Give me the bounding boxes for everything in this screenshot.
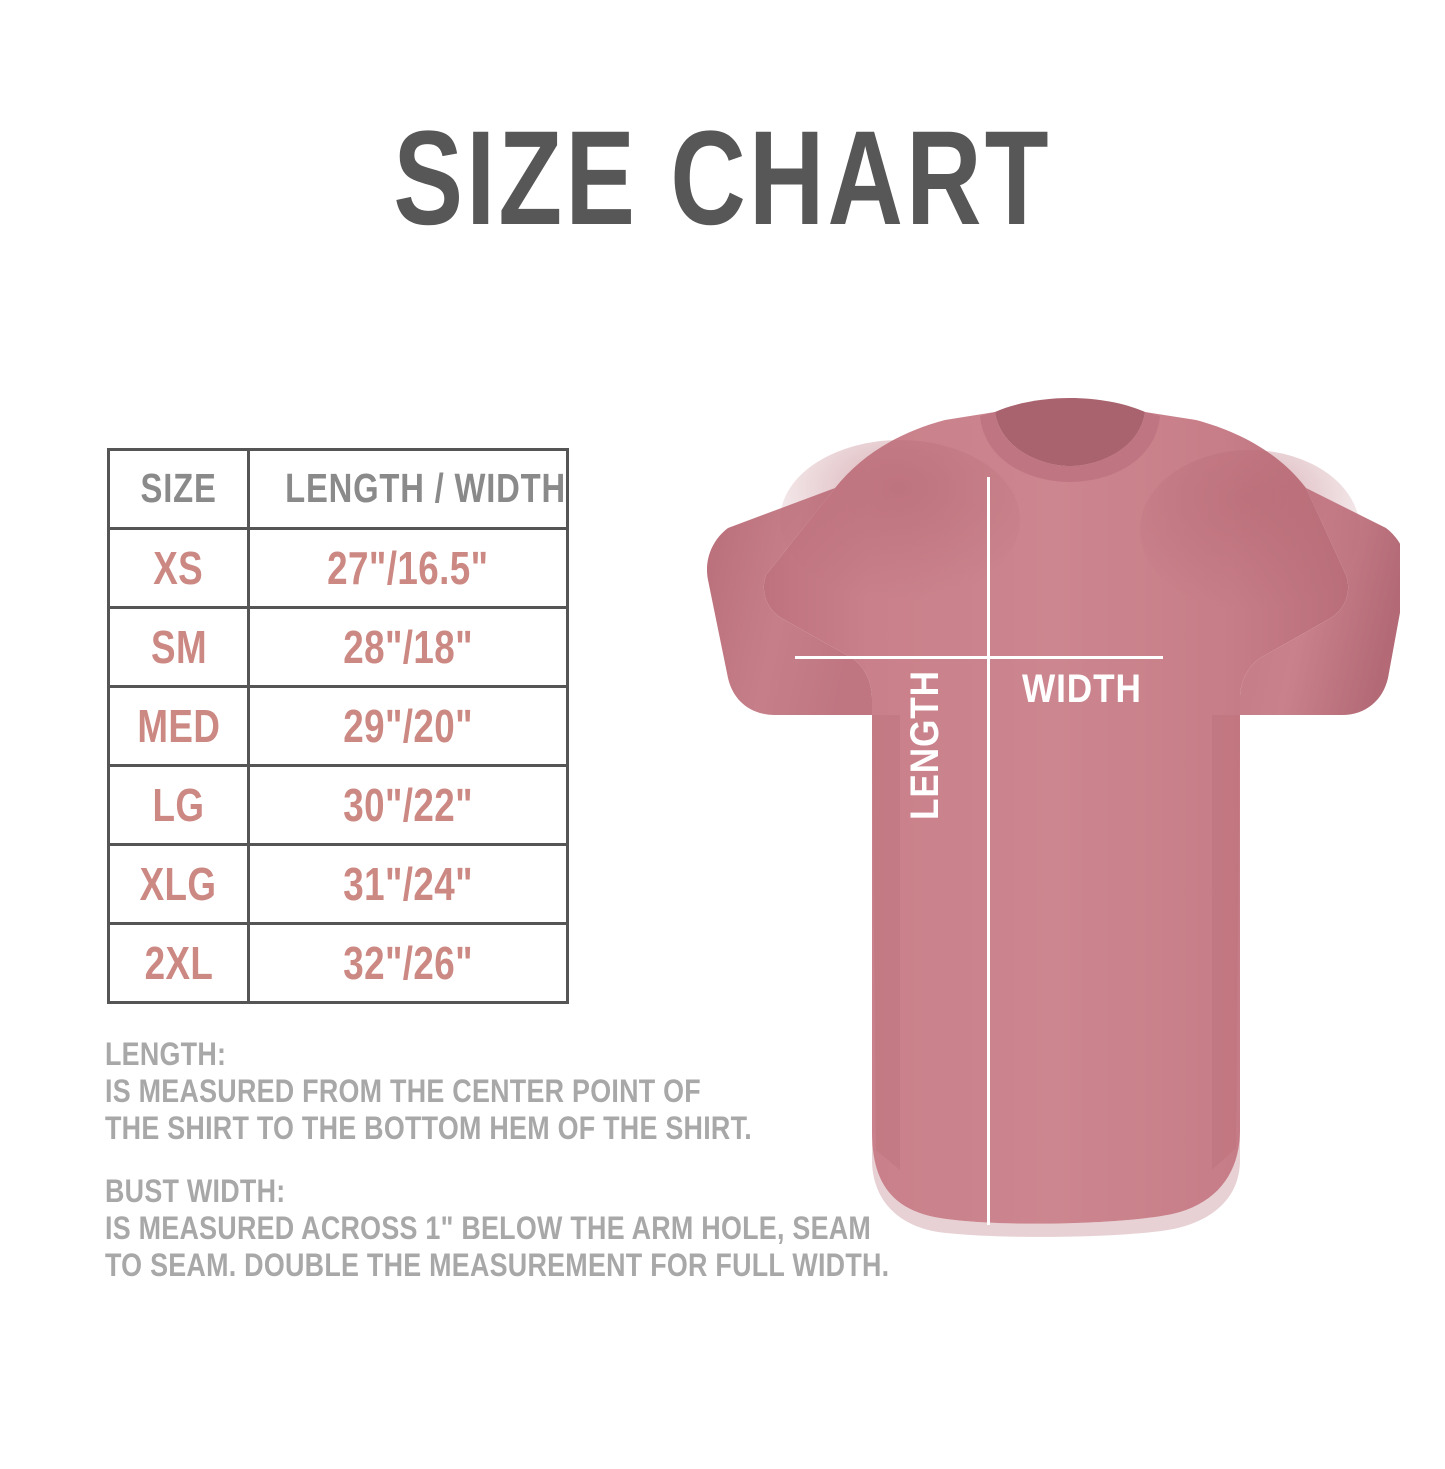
note-heading: BUST WIDTH: — [105, 1173, 286, 1209]
measurement-notes: LENGTH: IS MEASURED FROM THE CENTER POIN… — [105, 1036, 889, 1310]
size-label: XLG — [140, 857, 217, 910]
size-label: SM — [150, 620, 207, 673]
cell-size: SM — [107, 606, 250, 688]
shirt-right-fold — [1212, 715, 1240, 1170]
tshirt-illustration — [600, 370, 1400, 1270]
shirt-body — [763, 412, 1349, 1224]
header-cell-length-width: LENGTH / WIDTH — [247, 448, 569, 530]
measurement-label: 31"/24" — [343, 857, 473, 910]
shirt-right-sleeve — [1240, 488, 1400, 715]
measurement-label: 27"/16.5" — [327, 541, 489, 594]
shirt-right-shoulder-shade — [1140, 450, 1360, 610]
cell-size: MED — [107, 685, 250, 767]
cell-size: XS — [107, 527, 250, 609]
note-heading: LENGTH: — [105, 1036, 227, 1072]
note-block-bust-width: BUST WIDTH: IS MEASURED ACROSS 1" BELOW … — [105, 1173, 889, 1284]
cell-measurement: 31"/24" — [247, 843, 569, 925]
width-guide-label: WIDTH — [1022, 667, 1142, 711]
measurement-label: 28"/18" — [343, 620, 473, 673]
cell-size: XLG — [107, 843, 250, 925]
width-guide-line — [795, 656, 1163, 659]
length-guide-label: LENGTH — [903, 670, 947, 820]
size-label: LG — [152, 778, 205, 831]
page-title: SIZE CHART — [393, 104, 1052, 253]
size-label: 2XL — [144, 936, 213, 989]
table-row: LG 30"/22" — [107, 764, 569, 846]
shirt-left-fold — [872, 715, 900, 1170]
cell-measurement: 29"/20" — [247, 685, 569, 767]
measurement-label: 30"/22" — [343, 778, 473, 831]
cell-measurement: 30"/22" — [247, 764, 569, 846]
cell-measurement: 27"/16.5" — [247, 527, 569, 609]
note-block-length: LENGTH: IS MEASURED FROM THE CENTER POIN… — [105, 1036, 805, 1147]
measurement-label: 29"/20" — [343, 699, 473, 752]
note-line: THE SHIRT TO THE BOTTOM HEM OF THE SHIRT… — [105, 1110, 753, 1146]
cell-measurement: 28"/18" — [247, 606, 569, 688]
table-header-row: SIZE LENGTH / WIDTH — [107, 448, 569, 530]
shirt-collar-rib — [980, 412, 1160, 482]
table-row: SM 28"/18" — [107, 606, 569, 688]
length-guide-line — [987, 477, 990, 1225]
cell-size: 2XL — [107, 922, 250, 1004]
tshirt-icon — [706, 398, 1400, 1237]
table-row: XS 27"/16.5" — [107, 527, 569, 609]
header-label-size: SIZE — [140, 465, 217, 512]
note-line: IS MEASURED FROM THE CENTER POINT OF — [105, 1073, 701, 1109]
size-label: XS — [153, 541, 204, 594]
header-label-length-width: LENGTH / WIDTH — [285, 465, 566, 512]
cell-size: LG — [107, 764, 250, 846]
size-table: SIZE LENGTH / WIDTH XS 27"/16.5" SM — [107, 448, 569, 1004]
table-row: XLG 31"/24" — [107, 843, 569, 925]
table-row: MED 29"/20" — [107, 685, 569, 767]
measurement-label: 32"/26" — [343, 936, 473, 989]
shirt-left-shoulder-shade — [780, 440, 1020, 600]
header-cell-size: SIZE — [107, 448, 250, 530]
size-label: MED — [136, 699, 220, 752]
shirt-collar-inner — [995, 398, 1145, 466]
table-row: 2XL 32"/26" — [107, 922, 569, 1004]
cell-measurement: 32"/26" — [247, 922, 569, 1004]
